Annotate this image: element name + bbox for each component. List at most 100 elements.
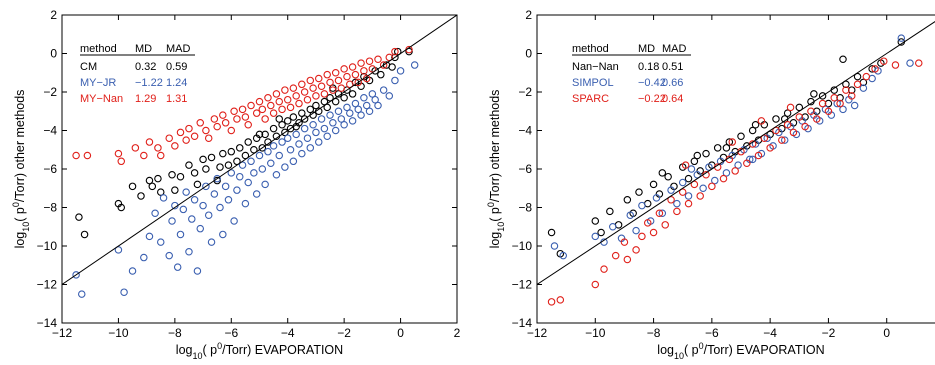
data-point xyxy=(185,161,193,169)
data-point xyxy=(204,211,213,219)
data-point xyxy=(684,199,693,208)
y-tick-label: −6 xyxy=(518,162,532,176)
data-point xyxy=(128,182,137,191)
data-point xyxy=(734,161,742,169)
data-point xyxy=(236,172,244,181)
data-point xyxy=(278,138,286,146)
legend-entry: 0.32 xyxy=(135,61,156,73)
y-tick-label: −14 xyxy=(37,316,58,330)
data-point xyxy=(269,142,278,150)
data-point xyxy=(252,109,261,117)
data-point xyxy=(272,90,281,98)
data-point xyxy=(247,101,255,110)
x-tick-label: −10 xyxy=(585,326,606,340)
data-point xyxy=(275,115,283,123)
data-point xyxy=(117,203,126,212)
data-point xyxy=(684,192,693,200)
data-point xyxy=(334,76,343,85)
data-point xyxy=(385,53,394,62)
data-point xyxy=(850,101,859,110)
data-point xyxy=(300,88,309,96)
data-point xyxy=(810,90,818,98)
data-point xyxy=(326,94,334,102)
data-point xyxy=(275,97,283,106)
data-point xyxy=(343,103,351,112)
y-tick-label: −4 xyxy=(43,124,57,138)
data-point xyxy=(711,176,719,185)
data-point xyxy=(196,224,205,233)
data-point xyxy=(839,55,847,64)
data-point xyxy=(751,120,760,129)
legend-entry: 0.18 xyxy=(638,61,659,73)
data-point xyxy=(281,163,289,171)
data-point xyxy=(289,157,298,166)
reference-line xyxy=(62,15,457,285)
data-point xyxy=(743,159,751,167)
data-point xyxy=(320,90,329,98)
data-point xyxy=(751,140,760,148)
data-point xyxy=(337,115,346,123)
data-point xyxy=(880,57,888,65)
data-point xyxy=(818,99,827,108)
data-point xyxy=(261,180,269,189)
data-point xyxy=(326,111,334,119)
data-point xyxy=(623,196,632,204)
data-point xyxy=(343,72,351,81)
data-point xyxy=(261,130,269,139)
data-point xyxy=(348,117,357,125)
data-point xyxy=(331,69,340,77)
data-point xyxy=(772,126,780,135)
data-point xyxy=(173,263,182,271)
x-tick-label: −12 xyxy=(52,326,73,340)
data-point xyxy=(72,151,80,160)
data-point xyxy=(233,157,241,166)
data-point xyxy=(737,132,745,141)
data-point xyxy=(140,253,148,262)
data-point xyxy=(609,223,617,231)
data-point xyxy=(346,109,354,117)
data-point xyxy=(713,144,722,152)
data-point xyxy=(275,151,283,160)
x-tick-label: −12 xyxy=(527,326,548,340)
data-point xyxy=(151,209,159,218)
data-point xyxy=(128,267,137,275)
data-point xyxy=(783,109,792,117)
data-point xyxy=(292,130,300,139)
data-point xyxy=(365,107,374,116)
data-point xyxy=(623,255,632,264)
data-point xyxy=(360,94,368,102)
data-point xyxy=(667,186,675,194)
data-point xyxy=(722,144,731,152)
data-point xyxy=(114,246,123,254)
data-point xyxy=(261,115,269,123)
data-point xyxy=(258,144,267,152)
data-point xyxy=(199,201,207,210)
legend-header: MAD xyxy=(662,43,687,55)
x-tick-label: −8 xyxy=(168,326,182,340)
data-point xyxy=(719,174,728,183)
data-point xyxy=(210,190,219,198)
data-point xyxy=(247,157,255,166)
x-tick-label: −8 xyxy=(647,326,661,340)
data-point xyxy=(667,196,675,204)
data-point xyxy=(348,63,357,71)
x-tick-label: −2 xyxy=(822,326,836,340)
data-point xyxy=(298,109,306,117)
data-point xyxy=(185,124,193,133)
data-point xyxy=(199,155,207,164)
data-point xyxy=(842,86,850,94)
data-point xyxy=(842,80,850,89)
data-point xyxy=(664,172,672,181)
data-point xyxy=(154,174,162,183)
legend-entry: 1.31 xyxy=(166,93,187,105)
data-point xyxy=(326,78,334,87)
data-point xyxy=(374,101,382,110)
data-point xyxy=(241,113,250,121)
data-point xyxy=(379,86,388,94)
data-point xyxy=(783,120,792,129)
reference-line xyxy=(537,21,935,285)
data-point xyxy=(255,97,264,106)
legend-header: MAD xyxy=(166,43,191,55)
data-point xyxy=(766,144,774,152)
y-tick-label: −12 xyxy=(512,278,533,292)
